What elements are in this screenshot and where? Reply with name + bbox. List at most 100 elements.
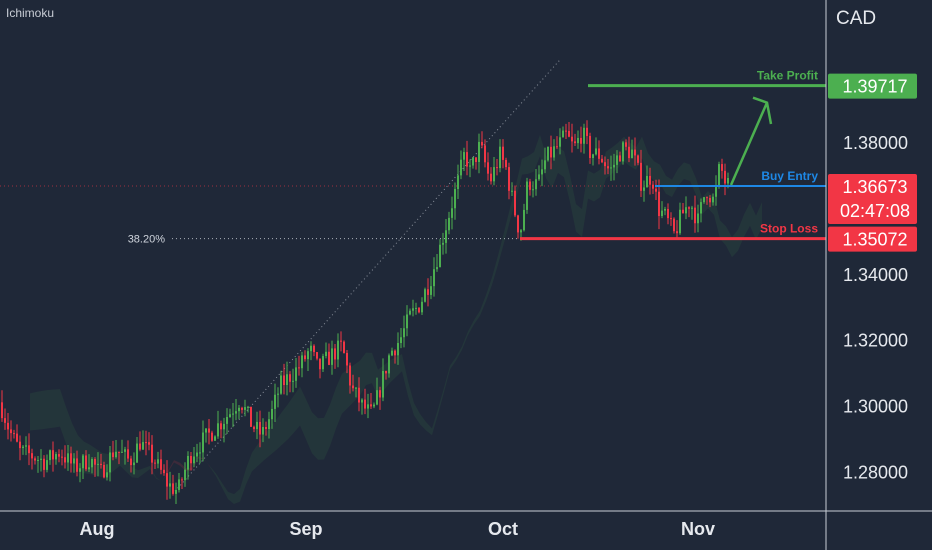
candle-body bbox=[181, 479, 183, 481]
candle-body bbox=[76, 458, 78, 472]
candle-body bbox=[19, 441, 21, 449]
cloud-segment bbox=[48, 389, 54, 429]
candle-body bbox=[499, 146, 501, 169]
cloud-segment bbox=[168, 460, 174, 473]
candle-body bbox=[520, 230, 522, 233]
candle-body bbox=[304, 355, 306, 360]
candle-body bbox=[10, 429, 12, 434]
candle-body bbox=[232, 413, 234, 415]
candle-body bbox=[391, 350, 393, 356]
candle-body bbox=[4, 418, 6, 423]
candle-body bbox=[388, 355, 390, 374]
cloud-segment bbox=[684, 162, 690, 182]
candle-body bbox=[682, 209, 684, 214]
current-price-tag-countdown: 02:47:08 bbox=[840, 201, 910, 221]
candle-body bbox=[235, 411, 237, 414]
candle-body bbox=[40, 458, 42, 460]
cloud-segment bbox=[222, 482, 228, 500]
candle-body bbox=[688, 207, 690, 209]
candle-body bbox=[613, 164, 615, 168]
cloud-segment bbox=[294, 386, 300, 433]
candle-body bbox=[538, 174, 540, 180]
candle-body bbox=[532, 189, 534, 191]
candle-body bbox=[553, 146, 555, 158]
candle-body bbox=[25, 445, 27, 447]
candle-body bbox=[34, 458, 36, 461]
cloud-segment bbox=[210, 466, 216, 477]
cloud-segment bbox=[498, 232, 504, 265]
candle-body bbox=[727, 177, 729, 184]
candle-body bbox=[697, 213, 699, 224]
y-tick-label: 1.32000 bbox=[843, 331, 908, 351]
candle-body bbox=[277, 393, 279, 395]
candle-body bbox=[142, 442, 144, 450]
candle-body bbox=[667, 208, 669, 219]
candle-body bbox=[58, 454, 60, 457]
cloud-segment bbox=[30, 392, 36, 431]
cloud-segment bbox=[360, 352, 366, 396]
candle-body bbox=[289, 374, 291, 382]
candle-body bbox=[649, 175, 651, 185]
candle-body bbox=[313, 345, 315, 353]
cloud-segment bbox=[228, 491, 234, 504]
cloud-segment bbox=[282, 403, 288, 445]
candle-body bbox=[256, 421, 258, 430]
candle-body bbox=[610, 167, 612, 169]
cloud-segment bbox=[492, 255, 498, 285]
candle-body bbox=[178, 479, 180, 490]
cloud-segment bbox=[744, 202, 750, 237]
cloud-segment bbox=[486, 277, 492, 302]
stop-loss-label: Stop Loss bbox=[760, 222, 818, 236]
candle-body bbox=[361, 399, 363, 403]
candle-body bbox=[466, 152, 468, 167]
candle-body bbox=[523, 209, 525, 231]
cloud-segment bbox=[366, 352, 372, 386]
candle-body bbox=[124, 449, 126, 452]
cloud-segment bbox=[528, 151, 534, 174]
candle-body bbox=[574, 141, 576, 144]
candle-body bbox=[112, 452, 114, 458]
candle-body bbox=[622, 142, 624, 162]
cloud-segment bbox=[240, 468, 246, 502]
candle-body bbox=[355, 387, 357, 389]
candle-body bbox=[637, 155, 639, 163]
cloud-segment bbox=[756, 202, 762, 240]
candle-body bbox=[454, 189, 456, 209]
candle-body bbox=[568, 130, 570, 137]
candle-body bbox=[73, 458, 75, 464]
candle-body bbox=[340, 340, 342, 342]
cloud-segment bbox=[750, 202, 756, 240]
candle-body bbox=[556, 146, 558, 148]
candle-body bbox=[493, 167, 495, 182]
candle-body bbox=[379, 390, 381, 398]
cloud-segment bbox=[690, 164, 696, 195]
cloud-segment bbox=[120, 449, 126, 472]
candle-body bbox=[676, 231, 678, 234]
candle-body bbox=[202, 432, 204, 453]
trade-levels: Take Profit Buy Entry Stop Loss bbox=[520, 69, 826, 241]
candle-body bbox=[439, 244, 441, 268]
candle-body bbox=[214, 436, 216, 441]
candle-body bbox=[37, 459, 39, 461]
candle-body bbox=[187, 455, 189, 470]
candle-body bbox=[559, 137, 561, 147]
candle-body bbox=[514, 190, 516, 216]
cloud-segment bbox=[426, 421, 432, 436]
candle-body bbox=[94, 458, 96, 465]
cloud-segment bbox=[480, 295, 486, 316]
candle-body bbox=[679, 209, 681, 234]
candle-body bbox=[271, 408, 273, 420]
candle-body bbox=[172, 483, 174, 494]
candle-body bbox=[535, 179, 537, 190]
cloud-segment bbox=[216, 473, 222, 488]
cloud-segment bbox=[576, 204, 582, 237]
cloud-segment bbox=[660, 164, 666, 194]
cloud-segment bbox=[654, 161, 660, 184]
cloud-segment bbox=[468, 320, 474, 336]
candle-body bbox=[607, 166, 609, 169]
candle-body bbox=[364, 399, 366, 409]
candle-body bbox=[367, 404, 369, 409]
candle-body bbox=[22, 446, 24, 449]
candle-body bbox=[526, 181, 528, 210]
